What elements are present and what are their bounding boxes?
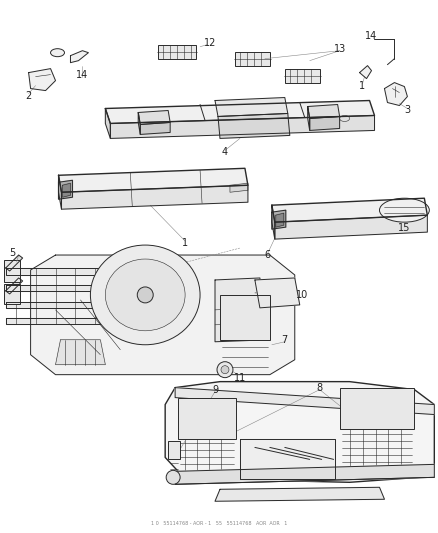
Polygon shape <box>63 183 71 197</box>
Polygon shape <box>175 387 434 415</box>
Bar <box>178 398 236 439</box>
Ellipse shape <box>137 287 153 303</box>
Bar <box>235 52 270 66</box>
Text: 15: 15 <box>398 223 410 233</box>
Polygon shape <box>110 116 374 139</box>
Polygon shape <box>6 302 165 308</box>
Polygon shape <box>138 110 170 124</box>
Polygon shape <box>255 278 300 308</box>
Ellipse shape <box>166 470 180 484</box>
Polygon shape <box>56 340 106 365</box>
Polygon shape <box>59 180 72 199</box>
Polygon shape <box>272 210 286 229</box>
Polygon shape <box>175 464 434 484</box>
Polygon shape <box>31 255 295 375</box>
Polygon shape <box>308 107 310 131</box>
Ellipse shape <box>50 49 64 56</box>
Ellipse shape <box>221 366 229 374</box>
Polygon shape <box>272 205 275 239</box>
Bar <box>285 69 320 83</box>
Ellipse shape <box>217 362 233 378</box>
Polygon shape <box>276 213 284 227</box>
Bar <box>4 260 20 282</box>
Text: 10: 10 <box>296 290 308 300</box>
Text: 9: 9 <box>212 385 218 394</box>
Polygon shape <box>6 255 23 271</box>
Polygon shape <box>215 487 385 501</box>
Text: 6: 6 <box>265 250 271 260</box>
Text: 1: 1 <box>358 80 364 91</box>
Polygon shape <box>28 69 56 91</box>
Ellipse shape <box>90 245 200 345</box>
Polygon shape <box>6 318 165 324</box>
Polygon shape <box>308 104 339 118</box>
Polygon shape <box>230 183 248 192</box>
Polygon shape <box>6 268 165 275</box>
Polygon shape <box>385 83 407 106</box>
Polygon shape <box>360 66 371 78</box>
Text: 13: 13 <box>333 44 346 54</box>
Ellipse shape <box>339 116 350 122</box>
Text: 12: 12 <box>204 38 216 48</box>
Polygon shape <box>71 51 88 63</box>
Polygon shape <box>275 215 427 239</box>
Polygon shape <box>215 278 270 342</box>
Text: 7: 7 <box>282 335 288 345</box>
Text: 14: 14 <box>365 31 378 41</box>
Bar <box>168 441 180 459</box>
Text: 2: 2 <box>25 91 32 101</box>
Polygon shape <box>272 198 427 222</box>
Bar <box>158 45 196 59</box>
Text: 5: 5 <box>10 248 16 258</box>
Polygon shape <box>106 101 374 124</box>
Ellipse shape <box>106 259 185 331</box>
Text: 1: 1 <box>182 238 188 248</box>
Polygon shape <box>138 112 140 134</box>
Text: 8: 8 <box>317 383 323 393</box>
Polygon shape <box>59 175 61 209</box>
Bar <box>220 295 270 340</box>
Polygon shape <box>140 123 170 134</box>
Text: 11: 11 <box>234 373 246 383</box>
Polygon shape <box>240 439 335 479</box>
Text: 3: 3 <box>404 106 410 116</box>
Polygon shape <box>215 98 288 117</box>
Polygon shape <box>218 114 290 139</box>
Bar <box>339 387 414 430</box>
Polygon shape <box>6 278 23 294</box>
Text: 4: 4 <box>222 147 228 157</box>
Polygon shape <box>310 117 339 131</box>
Polygon shape <box>165 382 434 482</box>
Ellipse shape <box>379 198 429 222</box>
Polygon shape <box>61 185 248 209</box>
Polygon shape <box>6 285 165 291</box>
Bar <box>4 284 20 304</box>
Polygon shape <box>106 109 110 139</box>
Polygon shape <box>59 168 248 192</box>
Text: 14: 14 <box>76 70 88 79</box>
Text: 1 0   55114768 - AOR - 1   55   55114768   AOR  AOR   1: 1 0 55114768 - AOR - 1 55 55114768 AOR A… <box>151 521 287 526</box>
